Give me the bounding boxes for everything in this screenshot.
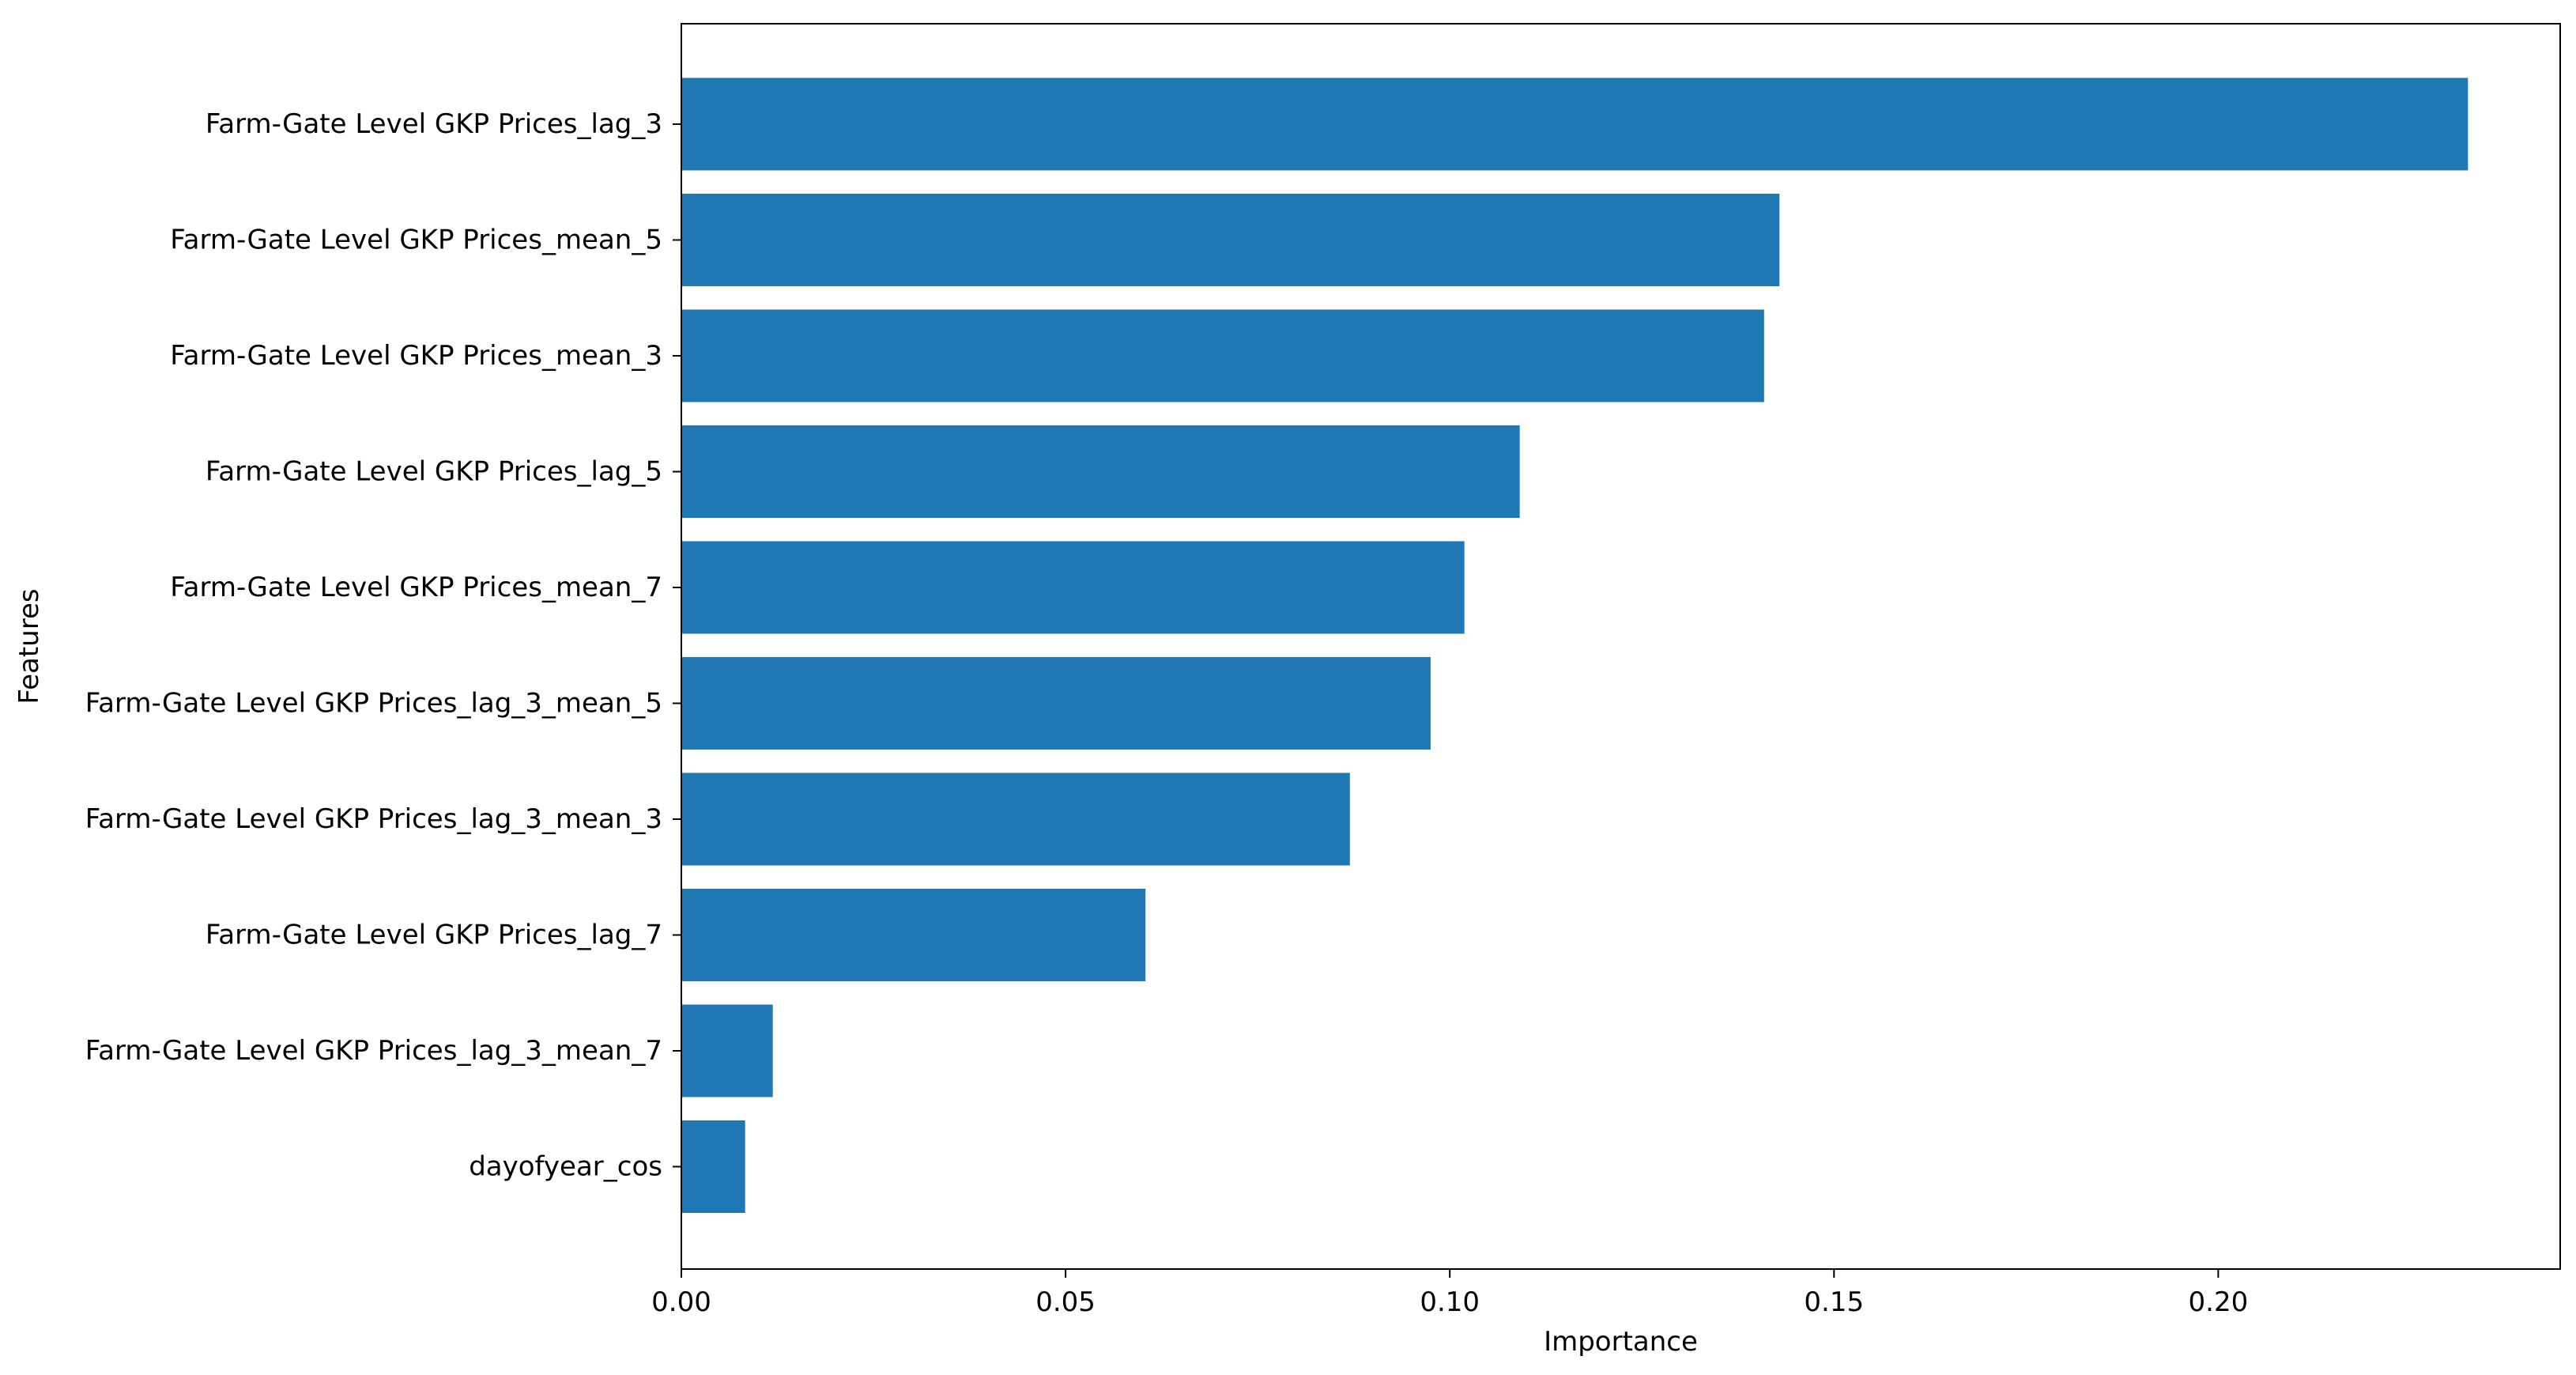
y-tick-label-3: Farm-Gate Level GKP Prices_lag_5 bbox=[206, 456, 662, 488]
bar-0 bbox=[681, 77, 2469, 171]
y-tick-label-1: Farm-Gate Level GKP Prices_mean_5 bbox=[170, 225, 662, 256]
y-tick-label-7: Farm-Gate Level GKP Prices_lag_7 bbox=[206, 920, 662, 951]
bar-7 bbox=[681, 889, 1146, 981]
bar-5 bbox=[681, 657, 1431, 750]
x-tick-label-4: 0.20 bbox=[2189, 1286, 2249, 1318]
bar-9 bbox=[681, 1120, 745, 1213]
y-tick-label-4: Farm-Gate Level GKP Prices_mean_7 bbox=[170, 572, 662, 603]
y-tick-label-0: Farm-Gate Level GKP Prices_lag_3 bbox=[206, 108, 662, 140]
x-axis-label: Importance bbox=[1544, 1326, 1698, 1358]
y-tick-label-5: Farm-Gate Level GKP Prices_lag_3_mean_5 bbox=[85, 688, 662, 720]
bar-6 bbox=[681, 772, 1350, 866]
y-tick-label-8: Farm-Gate Level GKP Prices_lag_3_mean_7 bbox=[85, 1035, 662, 1067]
y-tick-label-2: Farm-Gate Level GKP Prices_mean_3 bbox=[170, 340, 662, 372]
y-tick-label-9: dayofyear_cos bbox=[469, 1151, 662, 1183]
plot-frame bbox=[681, 23, 2561, 1270]
bar-2 bbox=[681, 309, 1764, 402]
bar-4 bbox=[681, 541, 1465, 634]
x-tick-label-2: 0.10 bbox=[1420, 1286, 1480, 1318]
x-tick-label-0: 0.00 bbox=[651, 1286, 711, 1318]
bars-layer bbox=[681, 77, 2469, 1213]
bar-1 bbox=[681, 194, 1780, 286]
y-tick-label-6: Farm-Gate Level GKP Prices_lag_3_mean_3 bbox=[85, 803, 662, 835]
x-axis-ticks: 0.00 0.05 0.10 0.15 0.20 bbox=[651, 1269, 2248, 1318]
bar-8 bbox=[681, 1004, 773, 1097]
x-tick-label-3: 0.15 bbox=[1804, 1286, 1864, 1318]
y-axis-label: Features bbox=[13, 588, 45, 704]
y-axis-ticks: Farm-Gate Level GKP Prices_lag_3 Farm-Gat… bbox=[85, 108, 681, 1183]
x-tick-label-1: 0.05 bbox=[1035, 1286, 1096, 1318]
bar-3 bbox=[681, 425, 1520, 518]
